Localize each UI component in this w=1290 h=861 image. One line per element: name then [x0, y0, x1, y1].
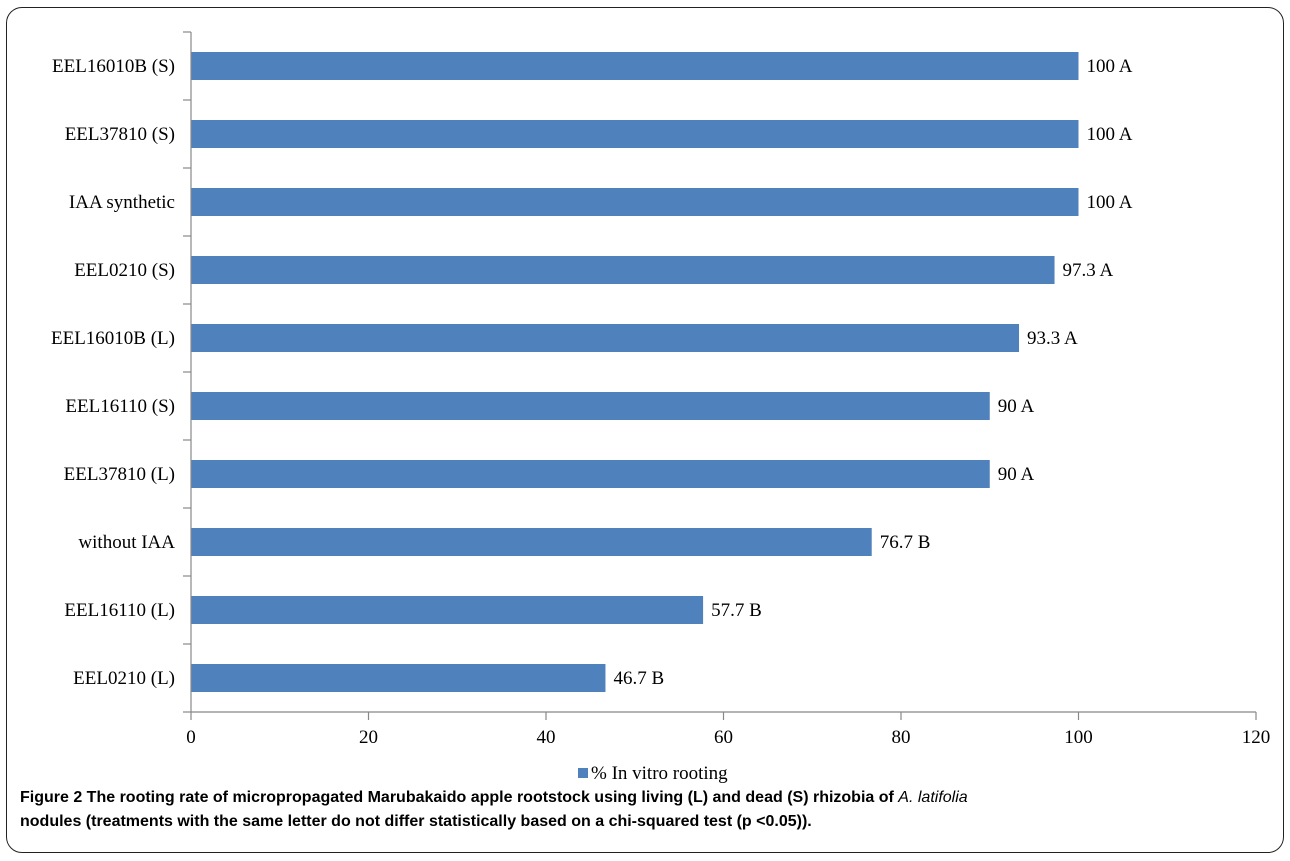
data-label: 90 A: [998, 464, 1035, 485]
category-label: EEL0210 (S): [74, 260, 175, 281]
category-label: IAA synthetic: [69, 192, 175, 213]
caption-lead: Figure 2 The rooting rate of micropropag…: [20, 789, 899, 806]
category-label: EEL16010B (S): [52, 56, 175, 77]
bar: [191, 392, 990, 420]
bar: [191, 664, 606, 692]
bar: [191, 528, 872, 556]
legend-swatch: [578, 768, 588, 778]
labels-group: EEL16010B (S) 100 A EEL37810 (S) 100 A IAA s…: [51, 56, 1133, 689]
legend-label: % In vitro rooting: [591, 763, 728, 784]
data-label: 100 A: [1087, 124, 1133, 145]
bar: [191, 188, 1079, 216]
bar: [191, 52, 1079, 80]
legend: % In vitro rooting: [578, 763, 728, 784]
category-label: EEL16110 (S): [65, 396, 175, 417]
category-label: EEL16110 (L): [64, 600, 175, 621]
figure-caption: Figure 2 The rooting rate of micropropag…: [20, 786, 1275, 834]
figure-frame: [6, 7, 1284, 853]
x-tick-label: 120: [1242, 727, 1271, 748]
bar: [191, 596, 704, 624]
data-label: 100 A: [1087, 56, 1133, 77]
x-tick-label: 80: [892, 727, 911, 748]
data-label: 97.3 A: [1063, 260, 1114, 281]
data-label: 93.3 A: [1027, 328, 1078, 349]
bar-chart: EEL16010B (S) 100 A EEL37810 (S) 100 A IAA s…: [51, 31, 1271, 784]
bar: [191, 120, 1079, 148]
x-tick-label: 60: [714, 727, 733, 748]
bar: [191, 256, 1055, 284]
x-tick-label: 40: [537, 727, 556, 748]
caption-rest: nodules (treatments with the same letter…: [20, 813, 812, 830]
x-tick-label: 20: [359, 727, 378, 748]
category-label: EEL0210 (L): [73, 668, 175, 689]
data-label: 46.7 B: [613, 668, 664, 689]
bar: [191, 324, 1020, 352]
data-label: 100 A: [1087, 192, 1133, 213]
bars-group: [191, 52, 1079, 692]
data-label: 90 A: [998, 396, 1035, 417]
axes-group: 0 20 40 60 80 100 120: [183, 31, 1271, 748]
bar: [191, 460, 990, 488]
x-tick-label: 0: [186, 727, 196, 748]
category-label: EEL16010B (L): [51, 328, 175, 349]
category-label: EEL37810 (S): [65, 124, 175, 145]
caption-italic: A. latifolia: [898, 789, 968, 806]
x-tick-label: 100: [1064, 727, 1093, 748]
category-label: EEL37810 (L): [64, 464, 175, 485]
category-label: without IAA: [78, 532, 175, 553]
data-label: 57.7 B: [711, 600, 762, 621]
data-label: 76.7 B: [880, 532, 931, 553]
